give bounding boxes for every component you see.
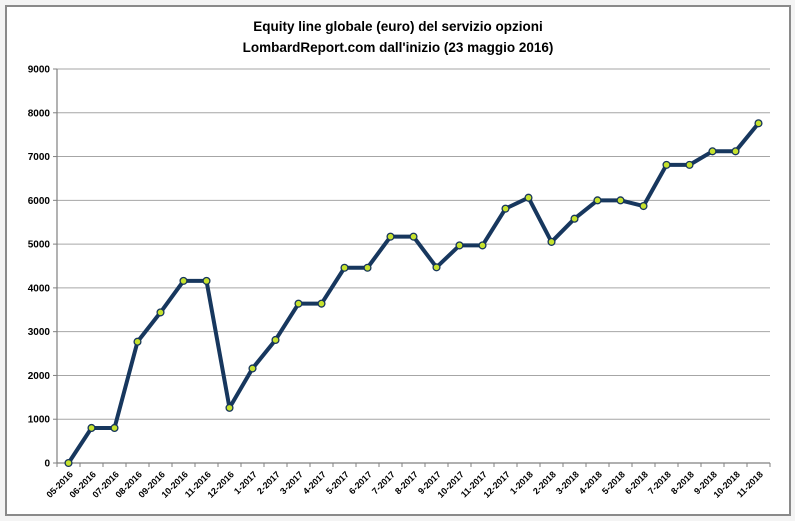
data-point-marker <box>156 308 165 317</box>
data-point-marker <box>363 263 372 272</box>
y-axis-label: 7000 <box>28 152 51 163</box>
x-axis-label: 7-2017 <box>370 469 397 496</box>
y-axis-label: 5000 <box>28 240 51 251</box>
y-axis-label: 0 <box>44 459 50 470</box>
y-axis-label: 9000 <box>28 65 51 76</box>
chart-title-line1: Equity line globale (euro) del servizio … <box>253 19 543 34</box>
data-point-marker <box>202 276 211 285</box>
y-axis-label: 1000 <box>28 415 51 426</box>
data-point-marker <box>133 337 142 346</box>
data-point-marker <box>731 147 740 156</box>
y-axis-label: 3000 <box>28 327 51 338</box>
x-axis-label: 8-2017 <box>393 469 420 496</box>
data-point-marker <box>386 232 395 241</box>
x-axis-label: 6-2017 <box>347 469 374 496</box>
x-axis-label: 1-2018 <box>508 469 535 496</box>
data-point-marker <box>501 204 510 213</box>
data-point-marker <box>340 263 349 272</box>
x-axis-label: 4-2017 <box>301 469 328 496</box>
x-axis-label: 4-2018 <box>577 469 604 496</box>
chart-frame: Equity line globale (euro) del servizio … <box>5 5 791 516</box>
data-point-marker <box>478 241 487 250</box>
data-point-marker <box>432 263 441 272</box>
data-point-marker <box>547 237 556 246</box>
data-point-marker <box>317 299 326 308</box>
equity-line-series <box>66 121 761 465</box>
data-point-marker <box>271 335 280 345</box>
data-point-marker <box>708 147 717 156</box>
data-point-marker <box>248 364 257 373</box>
x-axis-label: 5-2017 <box>324 469 351 496</box>
data-point-marker <box>639 201 648 211</box>
x-axis-label: 3-2017 <box>278 469 305 496</box>
chart-title: Equity line globale (euro) del servizio … <box>7 16 789 58</box>
x-axis-label: 1-2017 <box>232 469 259 496</box>
data-point-marker <box>64 458 73 468</box>
data-point-marker <box>685 160 694 169</box>
x-axis-label: 5-2018 <box>600 469 627 496</box>
y-axis-label: 6000 <box>28 196 51 207</box>
data-point-marker <box>409 232 418 241</box>
data-point-marker <box>570 214 579 223</box>
x-axis-label: 2-2018 <box>531 469 558 496</box>
chart-title-line2: LombardReport.com dall'inizio (23 maggio… <box>242 40 554 55</box>
y-axis-label: 8000 <box>28 108 51 119</box>
y-axis-label: 2000 <box>28 371 51 382</box>
data-point-marker <box>662 160 671 169</box>
data-point-marker <box>294 299 303 308</box>
x-axis-label: 6-2018 <box>623 469 650 496</box>
x-axis-label: 2-2017 <box>255 469 282 496</box>
data-point-marker <box>179 276 188 285</box>
data-point-marker <box>524 193 533 202</box>
data-point-marker <box>225 403 234 412</box>
y-axis-label: 4000 <box>28 283 51 294</box>
data-point-marker <box>754 119 763 128</box>
x-axis-label: 8-2018 <box>669 469 696 496</box>
data-point-marker <box>593 196 602 205</box>
data-point-marker <box>616 196 625 205</box>
x-axis-label: 3-2018 <box>554 469 581 496</box>
data-point-marker <box>87 423 96 433</box>
data-point-marker <box>455 241 464 250</box>
x-axis-label: 7-2018 <box>646 469 673 496</box>
data-point-marker <box>110 423 119 433</box>
